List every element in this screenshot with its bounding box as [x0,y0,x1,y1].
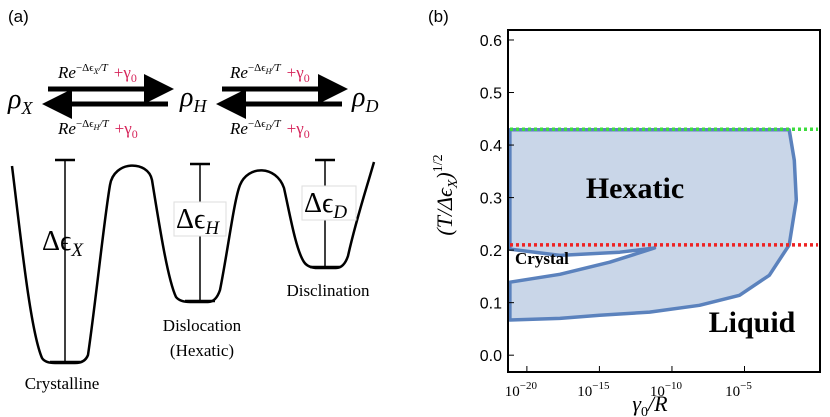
barrier-label: ΔϵH [176,204,220,239]
label-box [173,201,227,237]
x-tick-label: 10−5 [725,380,752,400]
y-tick-label: 0.5 [480,86,502,103]
barrier-label: ΔϵX [42,226,84,261]
state: ρD [351,82,378,116]
x-tick-label: 10−15 [577,380,610,400]
y-tick-label: 0.1 [480,296,502,313]
y-tick-label: 0.4 [480,138,502,155]
y-tick-label: 0.3 [480,191,502,208]
well-label: Disclination [286,281,370,300]
rate-label: Re−ΔϵX/T +γ0 [57,62,137,85]
y-tick-label: 0.2 [480,243,502,260]
well-label: (Hexatic) [170,341,234,360]
label-box [301,185,357,221]
x-tick-label: 10−20 [505,380,538,400]
panel-a: (a) ρX ρH ρD Re−ΔϵX/T +γ0 Re−ΔϵH/T +γ0 Re−Δϵ… [7,7,378,393]
state: ρX [7,84,33,118]
barrier-label: ΔϵD [304,188,347,223]
x-tick-label: 10−10 [650,380,683,400]
region [508,128,799,322]
well-label: Crystalline [25,374,100,393]
y-tick-label: 0.0 [480,348,502,365]
panel-label: (a) [8,7,29,26]
rate-label: Re−ΔϵD/T +γ0 [229,118,310,141]
region-label: Crystal [515,249,569,268]
well-label: Dislocation [163,316,242,335]
panel-label: (b) [428,7,449,26]
arrows [42,74,348,119]
state: ρH [179,82,207,116]
y-tick-label: 0.6 [480,33,502,50]
x-axis-label: γ0/R [632,391,668,417]
region-label: Hexatic [586,172,684,205]
y-axis-label: (T/ΔϵX)1/2 [431,154,461,235]
rate-label: Re−ΔϵH/T +γ0 [229,62,310,85]
panel-b: 0.0 0.1 0.2 0.3 0.4 0.5 0.6 10−20 10−15 10−10 10−5… [431,29,821,417]
rate-label: Re−ΔϵH/T +γ0 [57,118,138,141]
plot-frame [507,29,821,373]
region-label: Liquid [709,306,796,339]
